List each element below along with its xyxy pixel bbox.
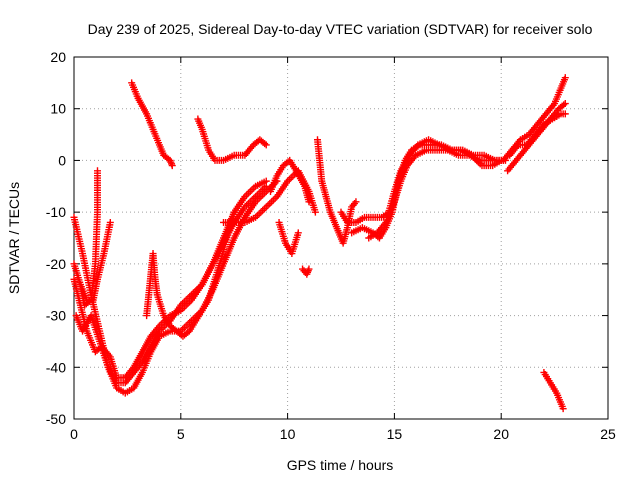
x-axis-label: GPS time / hours: [287, 457, 394, 473]
y-tick-label: 10: [50, 101, 66, 117]
y-tick-label: 0: [58, 152, 66, 168]
y-tick-label: -50: [46, 411, 66, 427]
y-tick-label: -40: [46, 359, 66, 375]
y-tick-label: -20: [46, 256, 66, 272]
x-tick-label: 25: [600, 426, 616, 442]
series-arc-18: [499, 74, 569, 164]
series-arc-06: [128, 79, 176, 170]
data-point: [262, 182, 270, 190]
data-point: [305, 198, 313, 206]
x-tick-label: 15: [387, 426, 403, 442]
data-point: [560, 101, 568, 109]
y-tick-label: 20: [50, 49, 66, 65]
series-arc-20: [540, 368, 567, 413]
data-point: [561, 74, 569, 82]
series-arc-17: [504, 100, 569, 175]
data-point: [294, 229, 302, 237]
data-point: [230, 208, 238, 216]
series-arc-05: [76, 167, 101, 309]
data-point: [559, 405, 567, 413]
x-tick-label: 0: [70, 426, 78, 442]
data-point: [305, 265, 313, 273]
axis-ticks: 0 5 10 15 20 25 -50 -40 -30 -20 -10 0 10 20: [46, 49, 616, 442]
y-tick-label: -10: [46, 204, 66, 220]
series-arc-13: [314, 136, 360, 247]
grid: [74, 57, 608, 419]
series-arc-12: [299, 265, 313, 278]
series-arc-19: [506, 110, 569, 159]
series-arc-11: [275, 218, 302, 258]
data-point: [352, 198, 360, 206]
series-arc-15: [348, 141, 509, 242]
data-point: [561, 110, 569, 118]
plot-border: [73, 56, 609, 420]
y-axis-label: SDTVAR / TECUs: [6, 182, 22, 294]
series-arc-16: [365, 136, 505, 242]
data-point: [261, 140, 269, 148]
series-arc-07: [194, 115, 270, 164]
x-tick-label: 20: [493, 426, 509, 442]
data-point: [93, 167, 101, 175]
x-tick-label: 5: [177, 426, 185, 442]
data-point: [168, 162, 176, 170]
series-arc-01: [70, 177, 281, 397]
data-point: [106, 218, 114, 226]
data-series: [70, 74, 569, 413]
series-arc-08: [143, 208, 238, 340]
data-point: [561, 100, 569, 108]
series-arc-10: [267, 156, 313, 206]
data-point: [85, 297, 93, 305]
y-tick-label: -30: [46, 308, 66, 324]
data-point: [262, 141, 270, 149]
chart-title: Day 239 of 2025, Sidereal Day-to-day VTE…: [88, 21, 593, 37]
data-point: [311, 208, 319, 216]
x-tick-label: 10: [280, 426, 296, 442]
